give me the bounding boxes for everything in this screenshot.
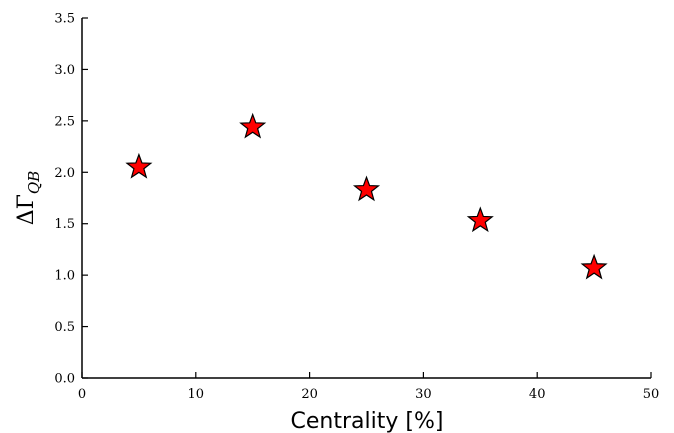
y-tick-label: 2.0 bbox=[54, 166, 75, 181]
x-tick-label: 0 bbox=[78, 387, 86, 402]
plot-area: 0 10 20 30 40 50 0.0 0.5 1.0 1.5 2.0 2.5 3.0 3.5 bbox=[54, 12, 659, 403]
x-ticks: 0 10 20 30 40 50 bbox=[78, 372, 659, 402]
data-point bbox=[239, 112, 267, 139]
x-tick-label: 50 bbox=[643, 387, 660, 402]
data-point bbox=[125, 152, 153, 179]
x-tick-label: 20 bbox=[301, 387, 318, 402]
y-tick-label: 0.5 bbox=[54, 320, 75, 335]
data-point bbox=[352, 175, 381, 202]
data-point bbox=[580, 253, 608, 280]
y-tick-label: 2.5 bbox=[54, 114, 75, 129]
y-axis-title: ΔΓQB bbox=[14, 171, 43, 225]
y-tick-label: 1.0 bbox=[54, 269, 75, 284]
y-axis-title-base: ΔΓ bbox=[14, 194, 39, 225]
data-point bbox=[466, 206, 494, 233]
y-ticks: 0.0 0.5 1.0 1.5 2.0 2.5 3.0 3.5 bbox=[54, 12, 88, 387]
y-axis-title-subscript: QB bbox=[25, 171, 43, 194]
x-tick-label: 10 bbox=[188, 387, 205, 402]
y-tick-label: 0.0 bbox=[54, 372, 75, 387]
y-tick-label: 1.5 bbox=[54, 217, 75, 232]
y-tick-label: 3.5 bbox=[54, 12, 75, 27]
data-points bbox=[125, 112, 608, 280]
x-tick-label: 40 bbox=[529, 387, 546, 402]
y-tick-label: 3.0 bbox=[54, 63, 75, 78]
x-tick-label: 30 bbox=[415, 387, 432, 402]
x-axis-title: Centrality [%] bbox=[291, 409, 444, 433]
